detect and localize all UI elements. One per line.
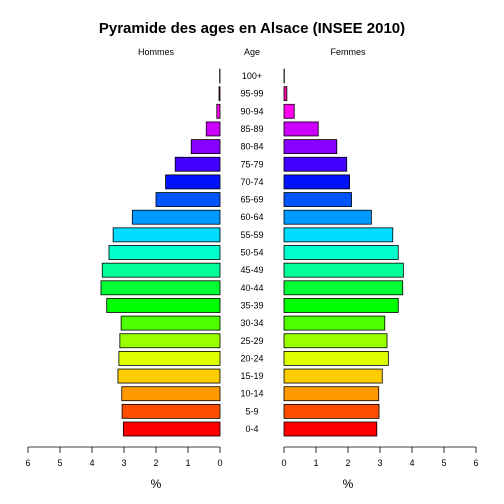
bar-femmes-40-44 <box>283 280 404 296</box>
bar-femmes-0-4 <box>283 421 378 437</box>
bar-hommes-55-59 <box>112 227 221 243</box>
bar-hommes-85-89 <box>205 121 221 137</box>
age-label-10-14: 10-14 <box>240 389 263 399</box>
bar-femmes-80-84 <box>283 139 338 155</box>
bar-hommes-20-24 <box>118 350 221 366</box>
age-label-80-84: 80-84 <box>240 142 263 152</box>
tick-label-right-5: 5 <box>441 458 446 468</box>
tick-label-right-1: 1 <box>313 458 318 468</box>
bar-femmes-45-49 <box>283 262 404 278</box>
axis-right: 0 1 2 3 4 5 6 <box>281 446 479 468</box>
bar-femmes-20-24 <box>283 350 389 366</box>
bar-hommes-90-94 <box>216 103 221 119</box>
center-header: Age <box>244 47 260 57</box>
bar-hommes-40-44 <box>100 280 221 296</box>
bar-femmes-55-59 <box>283 227 394 243</box>
bar-femmes-30-34 <box>283 315 386 331</box>
age-label-60-64: 60-64 <box>240 212 263 222</box>
bar-femmes-5-9 <box>283 403 380 419</box>
bar-femmes-60-64 <box>283 209 372 225</box>
age-label-45-49: 45-49 <box>240 265 263 275</box>
bar-hommes-25-29 <box>119 333 221 349</box>
age-label-75-79: 75-79 <box>240 159 263 169</box>
age-label-5-9: 5-9 <box>245 406 258 416</box>
bar-femmes-15-19 <box>283 368 383 384</box>
tick-label-left-6: 6 <box>25 458 30 468</box>
xlabel-right: % <box>343 477 354 491</box>
bar-femmes-65-69 <box>283 192 352 207</box>
age-label-65-69: 65-69 <box>240 195 263 205</box>
bar-femmes-25-29 <box>283 333 388 349</box>
bar-femmes-70-74 <box>283 174 350 190</box>
bar-femmes-10-14 <box>283 386 380 402</box>
age-label-25-29: 25-29 <box>240 336 263 346</box>
tick-label-left-4: 4 <box>89 458 94 468</box>
bars-left-group <box>100 68 221 437</box>
age-label-70-74: 70-74 <box>240 177 263 187</box>
age-label-50-54: 50-54 <box>240 248 263 258</box>
bar-hommes-35-39 <box>106 298 221 313</box>
tick-label-right-3: 3 <box>377 458 382 468</box>
bar-hommes-30-34 <box>120 315 221 331</box>
bar-hommes-65-69 <box>155 192 221 207</box>
xlabel-left: % <box>151 477 162 491</box>
bar-femmes-75-79 <box>283 156 348 172</box>
tick-label-left-5: 5 <box>57 458 62 468</box>
age-label-100+: 100+ <box>242 71 262 81</box>
bar-femmes-95-99 <box>283 86 288 102</box>
age-label-90-94: 90-94 <box>240 106 263 116</box>
tick-label-right-6: 6 <box>473 458 478 468</box>
age-labels-group: 0-4 5-9 10-14 15-19 20-24 25-29 30-34 35-39 40-4… <box>240 71 263 434</box>
age-label-95-99: 95-99 <box>240 89 263 99</box>
right-header: Femmes <box>330 47 366 57</box>
age-label-20-24: 20-24 <box>240 353 263 363</box>
bar-femmes-85-89 <box>283 121 319 137</box>
age-label-0-4: 0-4 <box>245 424 258 434</box>
age-label-30-34: 30-34 <box>240 318 263 328</box>
age-label-55-59: 55-59 <box>240 230 263 240</box>
bar-hommes-45-49 <box>101 262 221 278</box>
age-label-35-39: 35-39 <box>240 300 263 310</box>
bar-hommes-15-19 <box>117 368 221 384</box>
bar-hommes-95-99 <box>218 86 221 102</box>
bar-hommes-80-84 <box>190 139 221 155</box>
left-header: Hommes <box>138 47 175 57</box>
bar-hommes-5-9 <box>121 403 221 419</box>
age-label-15-19: 15-19 <box>240 371 263 381</box>
tick-label-left-1: 1 <box>185 458 190 468</box>
tick-label-right-4: 4 <box>409 458 414 468</box>
bar-hommes-60-64 <box>131 209 221 225</box>
bars-right-group <box>283 68 404 437</box>
tick-label-left-2: 2 <box>153 458 158 468</box>
bar-hommes-70-74 <box>165 174 221 190</box>
bar-hommes-10-14 <box>121 386 221 402</box>
tick-label-left-3: 3 <box>121 458 126 468</box>
age-label-85-89: 85-89 <box>240 124 263 134</box>
bar-hommes-0-4 <box>122 421 221 437</box>
bar-femmes-90-94 <box>283 103 295 119</box>
bar-femmes-50-54 <box>283 245 399 260</box>
tick-label-right-0: 0 <box>281 458 286 468</box>
age-label-40-44: 40-44 <box>240 283 263 293</box>
bar-femmes-35-39 <box>283 298 399 313</box>
chart-title: Pyramide des ages en Alsace (INSEE 2010) <box>99 20 405 37</box>
bar-hommes-75-79 <box>174 156 221 172</box>
tick-label-right-2: 2 <box>345 458 350 468</box>
tick-label-left-0: 0 <box>217 458 222 468</box>
bar-hommes-50-54 <box>108 245 221 260</box>
axis-left: 0 1 2 3 4 5 6 <box>25 446 223 468</box>
